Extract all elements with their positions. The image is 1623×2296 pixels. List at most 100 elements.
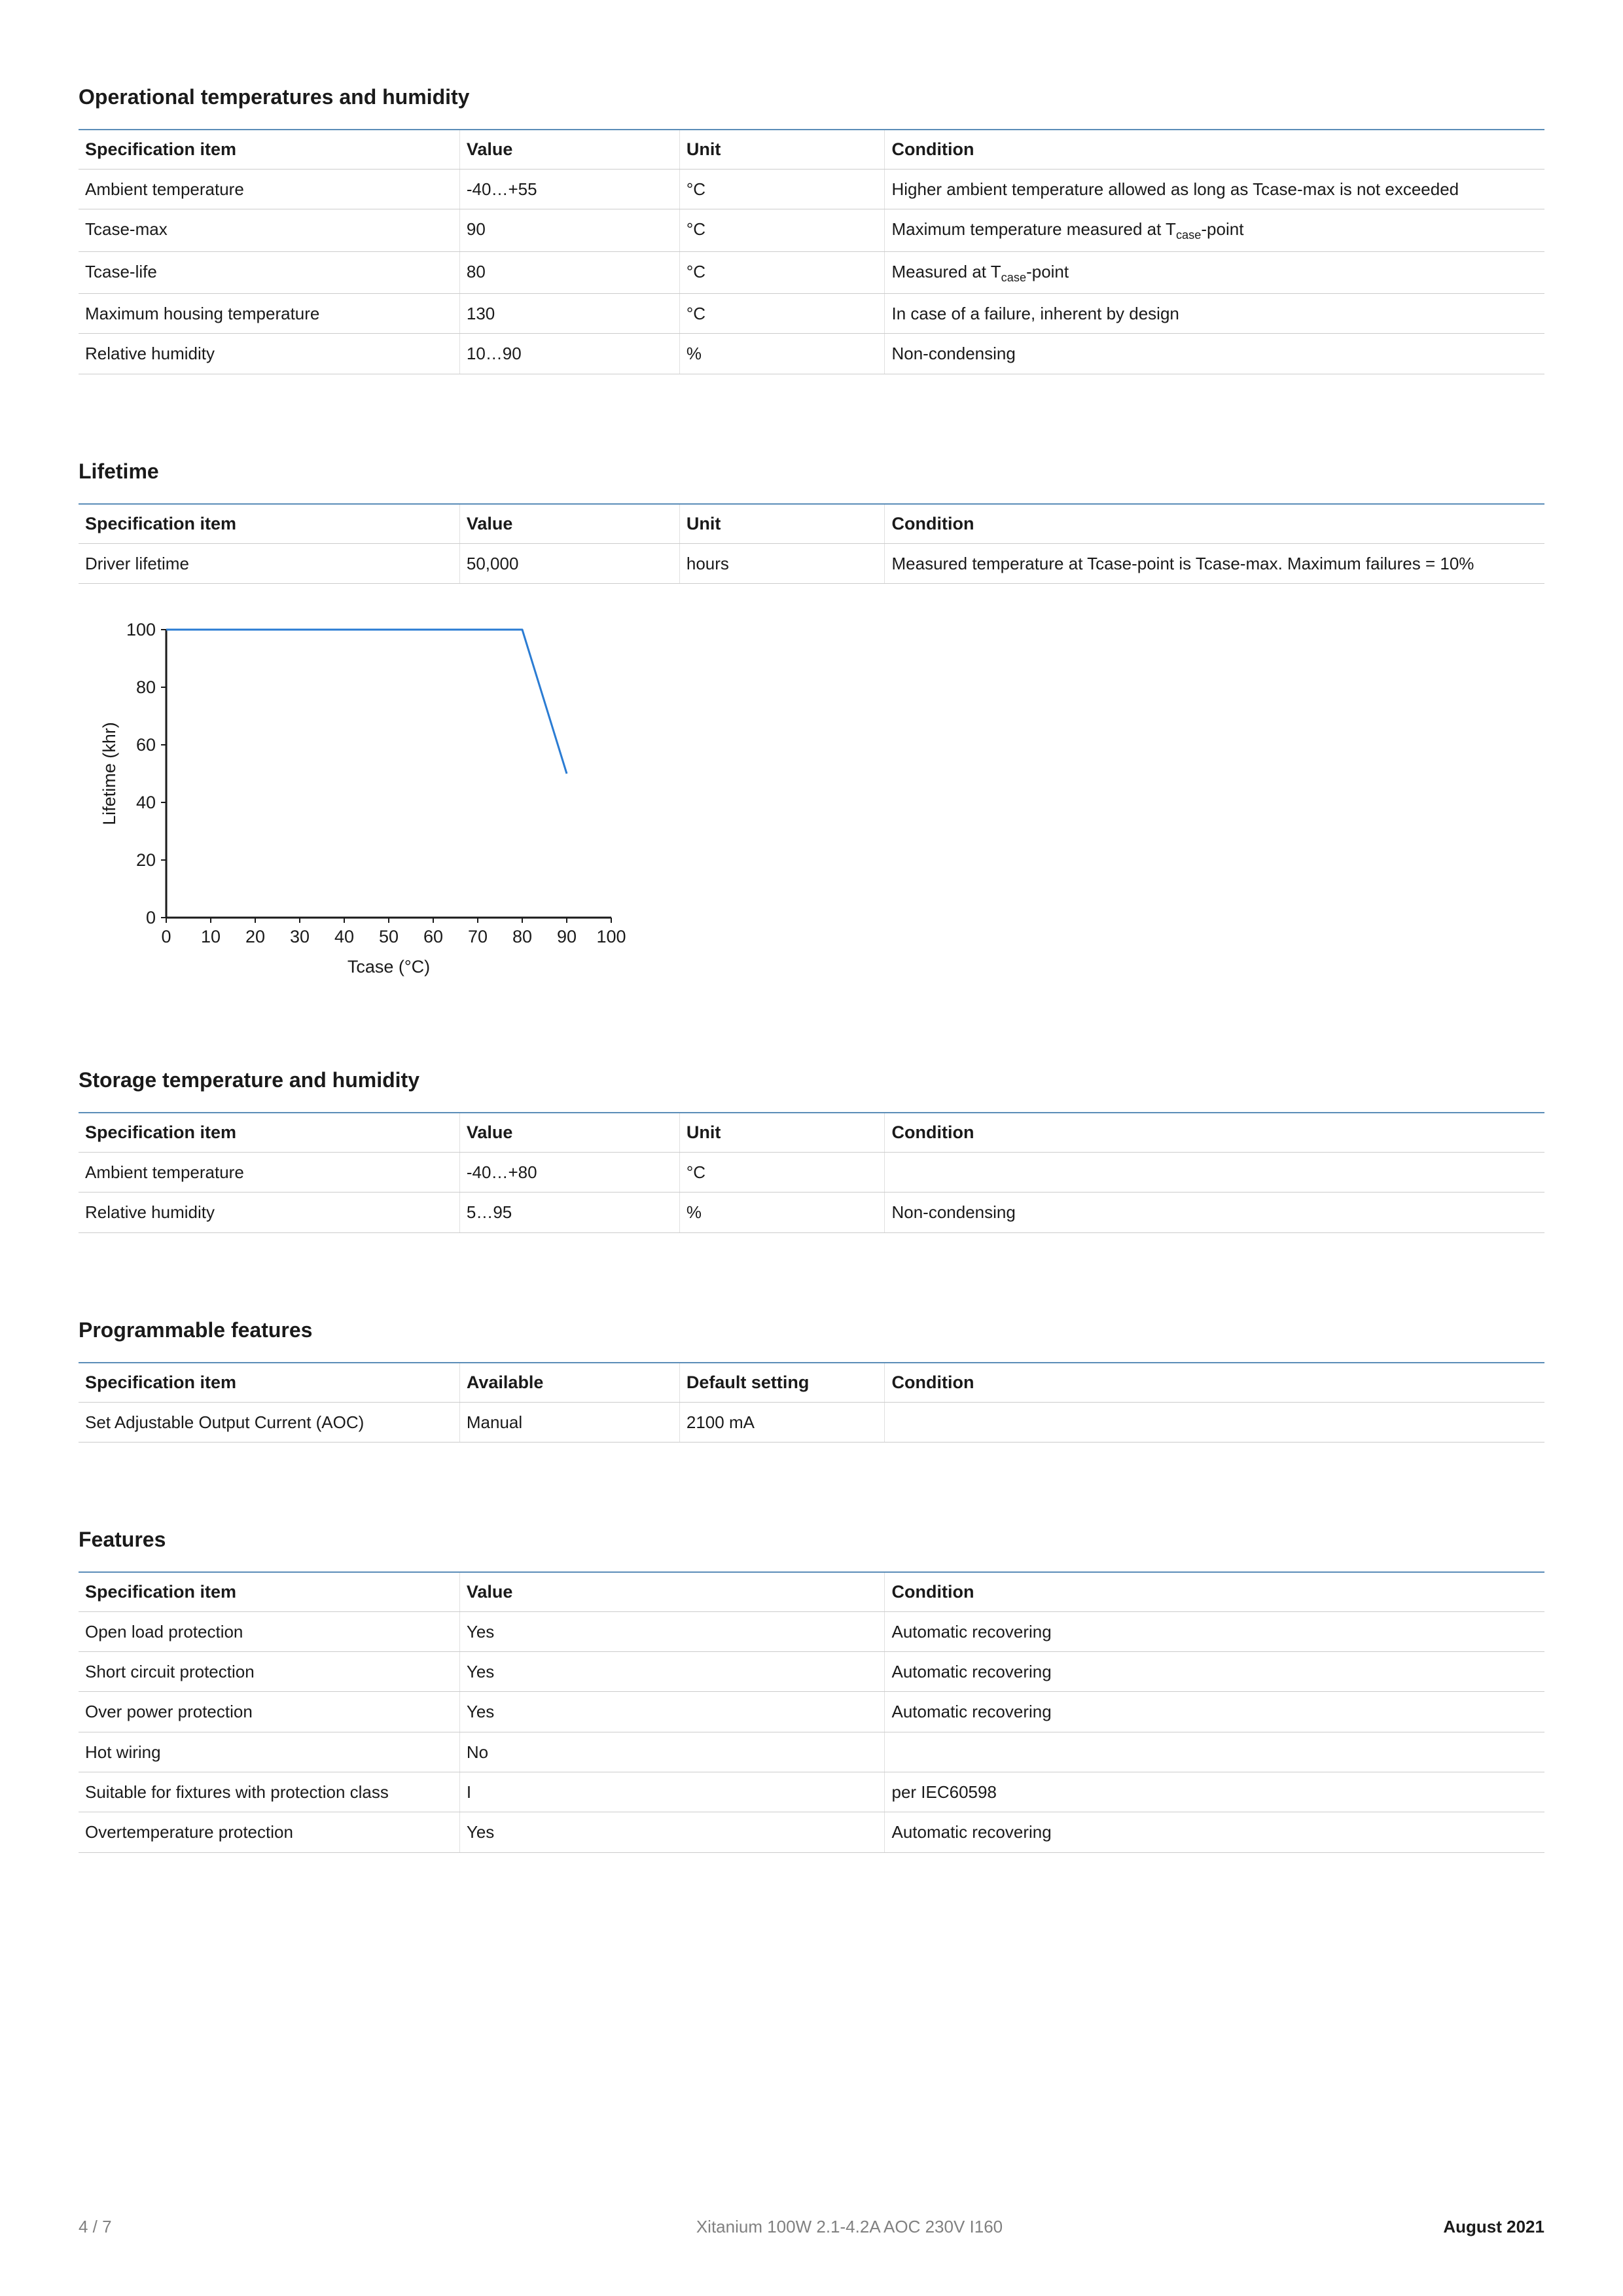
cell-spec: Tcase-life bbox=[79, 251, 459, 293]
cell-value: Yes bbox=[459, 1652, 885, 1692]
svg-text:40: 40 bbox=[136, 793, 156, 812]
cell-cond: Maximum temperature measured at Tcase-po… bbox=[885, 209, 1544, 251]
cell-unit: °C bbox=[679, 170, 885, 209]
svg-text:70: 70 bbox=[468, 927, 488, 946]
section-lifetime: Lifetime Specification item Value Unit C… bbox=[79, 459, 1544, 983]
table-row: Over power protectionYesAutomatic recove… bbox=[79, 1692, 1544, 1732]
th-unit: Unit bbox=[679, 504, 885, 544]
cell-spec: Short circuit protection bbox=[79, 1652, 459, 1692]
table-row: Driver lifetime50,000hoursMeasured tempe… bbox=[79, 543, 1544, 583]
svg-text:0: 0 bbox=[161, 927, 171, 946]
cell-spec: Set Adjustable Output Current (AOC) bbox=[79, 1402, 459, 1442]
cell-spec: Ambient temperature bbox=[79, 1152, 459, 1192]
cell-cond: Automatic recovering bbox=[885, 1812, 1544, 1852]
cell-value: -40…+80 bbox=[459, 1152, 679, 1192]
svg-text:90: 90 bbox=[557, 927, 577, 946]
cell-spec: Over power protection bbox=[79, 1692, 459, 1732]
cell-cond: Higher ambient temperature allowed as lo… bbox=[885, 170, 1544, 209]
svg-text:60: 60 bbox=[136, 735, 156, 755]
cell-cond bbox=[885, 1402, 1544, 1442]
cell-value: 80 bbox=[459, 251, 679, 293]
cell-value: 5…95 bbox=[459, 1193, 679, 1232]
table-row: Open load protectionYesAutomatic recover… bbox=[79, 1611, 1544, 1651]
cell-spec: Open load protection bbox=[79, 1611, 459, 1651]
cell-value: -40…+55 bbox=[459, 170, 679, 209]
th-spec: Specification item bbox=[79, 1113, 459, 1153]
table-row: Ambient temperature-40…+80°C bbox=[79, 1152, 1544, 1192]
cell-unit: °C bbox=[679, 209, 885, 251]
th-cond: Condition bbox=[885, 1113, 1544, 1153]
cell-cond bbox=[885, 1152, 1544, 1192]
page-number: 4 / 7 bbox=[79, 2217, 112, 2237]
svg-text:30: 30 bbox=[290, 927, 310, 946]
th-value: Value bbox=[459, 504, 679, 544]
section-title: Lifetime bbox=[79, 459, 1544, 484]
cell-value: No bbox=[459, 1732, 885, 1772]
cell-value: 90 bbox=[459, 209, 679, 251]
cell-spec: Overtemperature protection bbox=[79, 1812, 459, 1852]
cell-value: 50,000 bbox=[459, 543, 679, 583]
cell-cond bbox=[885, 1732, 1544, 1772]
svg-text:20: 20 bbox=[136, 850, 156, 870]
th-cond: Condition bbox=[885, 130, 1544, 170]
th-spec: Specification item bbox=[79, 130, 459, 170]
page-footer: 4 / 7 Xitanium 100W 2.1-4.2A AOC 230V I1… bbox=[79, 2217, 1544, 2237]
cell-value: Yes bbox=[459, 1611, 885, 1651]
cell-spec: Relative humidity bbox=[79, 1193, 459, 1232]
svg-text:50: 50 bbox=[379, 927, 399, 946]
th-default: Default setting bbox=[679, 1363, 885, 1403]
svg-text:100: 100 bbox=[126, 620, 156, 639]
th-unit: Unit bbox=[679, 130, 885, 170]
cell-unit: % bbox=[679, 1193, 885, 1232]
cell-spec: Driver lifetime bbox=[79, 543, 459, 583]
cell-spec: Suitable for fixtures with protection cl… bbox=[79, 1772, 459, 1812]
cell-cond: Automatic recovering bbox=[885, 1611, 1544, 1651]
table-row: Relative humidity5…95%Non-condensing bbox=[79, 1193, 1544, 1232]
cell-cond: Automatic recovering bbox=[885, 1692, 1544, 1732]
svg-text:60: 60 bbox=[423, 927, 443, 946]
table-lifetime: Specification item Value Unit Condition … bbox=[79, 503, 1544, 584]
th-value: Value bbox=[459, 1572, 885, 1612]
th-spec: Specification item bbox=[79, 504, 459, 544]
product-name: Xitanium 100W 2.1-4.2A AOC 230V I160 bbox=[696, 2217, 1003, 2237]
section-storage: Storage temperature and humidity Specifi… bbox=[79, 1068, 1544, 1233]
table-row: Suitable for fixtures with protection cl… bbox=[79, 1772, 1544, 1812]
cell-unit: °C bbox=[679, 251, 885, 293]
cell-unit: °C bbox=[679, 1152, 885, 1192]
cell-spec: Ambient temperature bbox=[79, 170, 459, 209]
table-features: Specification item Value Condition Open … bbox=[79, 1571, 1544, 1853]
cell-cond: In case of a failure, inherent by design bbox=[885, 294, 1544, 334]
cell-value: 10…90 bbox=[459, 334, 679, 374]
cell-value: Yes bbox=[459, 1812, 885, 1852]
lifetime-chart: 0204060801000102030405060708090100Tcase … bbox=[94, 617, 1544, 983]
cell-unit: 2100 mA bbox=[679, 1402, 885, 1442]
table-row: Tcase-max90°CMaximum temperature measure… bbox=[79, 209, 1544, 251]
table-row: Maximum housing temperature130°CIn case … bbox=[79, 294, 1544, 334]
cell-cond: Measured temperature at Tcase-point is T… bbox=[885, 543, 1544, 583]
cell-spec: Tcase-max bbox=[79, 209, 459, 251]
svg-text:100: 100 bbox=[596, 927, 626, 946]
section-features: Features Specification item Value Condit… bbox=[79, 1528, 1544, 1853]
th-cond: Condition bbox=[885, 1363, 1544, 1403]
th-avail: Available bbox=[459, 1363, 679, 1403]
cell-cond: per IEC60598 bbox=[885, 1772, 1544, 1812]
th-unit: Unit bbox=[679, 1113, 885, 1153]
table-op-temps: Specification item Value Unit Condition … bbox=[79, 129, 1544, 374]
table-row: Relative humidity10…90%Non-condensing bbox=[79, 334, 1544, 374]
table-row: Short circuit protectionYesAutomatic rec… bbox=[79, 1652, 1544, 1692]
th-cond: Condition bbox=[885, 504, 1544, 544]
cell-cond: Measured at Tcase-point bbox=[885, 251, 1544, 293]
footer-date: August 2021 bbox=[1443, 2217, 1544, 2237]
section-title: Features bbox=[79, 1528, 1544, 1552]
svg-text:10: 10 bbox=[201, 927, 221, 946]
svg-text:20: 20 bbox=[245, 927, 265, 946]
cell-spec: Hot wiring bbox=[79, 1732, 459, 1772]
svg-text:0: 0 bbox=[146, 908, 156, 927]
svg-text:Lifetime (khr): Lifetime (khr) bbox=[99, 722, 119, 825]
th-cond: Condition bbox=[885, 1572, 1544, 1612]
section-op-temps: Operational temperatures and humidity Sp… bbox=[79, 85, 1544, 374]
cell-value: Manual bbox=[459, 1402, 679, 1442]
table-row: Overtemperature protectionYesAutomatic r… bbox=[79, 1812, 1544, 1852]
svg-text:80: 80 bbox=[136, 677, 156, 697]
th-spec: Specification item bbox=[79, 1572, 459, 1612]
